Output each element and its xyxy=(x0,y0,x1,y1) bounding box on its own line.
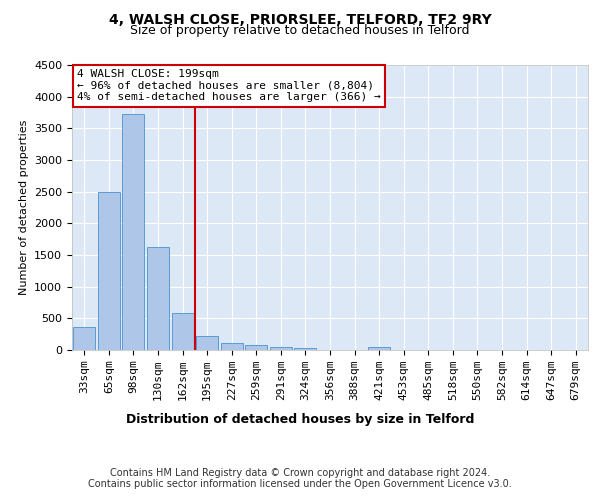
Text: Distribution of detached houses by size in Telford: Distribution of detached houses by size … xyxy=(126,412,474,426)
Bar xyxy=(221,344,243,350)
Bar xyxy=(73,327,95,350)
Bar xyxy=(295,348,316,350)
Bar xyxy=(245,346,268,350)
Bar xyxy=(368,346,390,350)
Bar xyxy=(98,192,120,350)
Bar xyxy=(122,114,145,350)
Bar xyxy=(147,247,169,350)
Text: Size of property relative to detached houses in Telford: Size of property relative to detached ho… xyxy=(130,24,470,37)
Bar xyxy=(270,347,292,350)
Bar xyxy=(172,312,194,350)
Text: 4 WALSH CLOSE: 199sqm
← 96% of detached houses are smaller (8,804)
4% of semi-de: 4 WALSH CLOSE: 199sqm ← 96% of detached … xyxy=(77,70,381,102)
Y-axis label: Number of detached properties: Number of detached properties xyxy=(19,120,29,295)
Bar xyxy=(196,336,218,350)
Text: 4, WALSH CLOSE, PRIORSLEE, TELFORD, TF2 9RY: 4, WALSH CLOSE, PRIORSLEE, TELFORD, TF2 … xyxy=(109,12,491,26)
Text: Contains HM Land Registry data © Crown copyright and database right 2024.
Contai: Contains HM Land Registry data © Crown c… xyxy=(88,468,512,489)
